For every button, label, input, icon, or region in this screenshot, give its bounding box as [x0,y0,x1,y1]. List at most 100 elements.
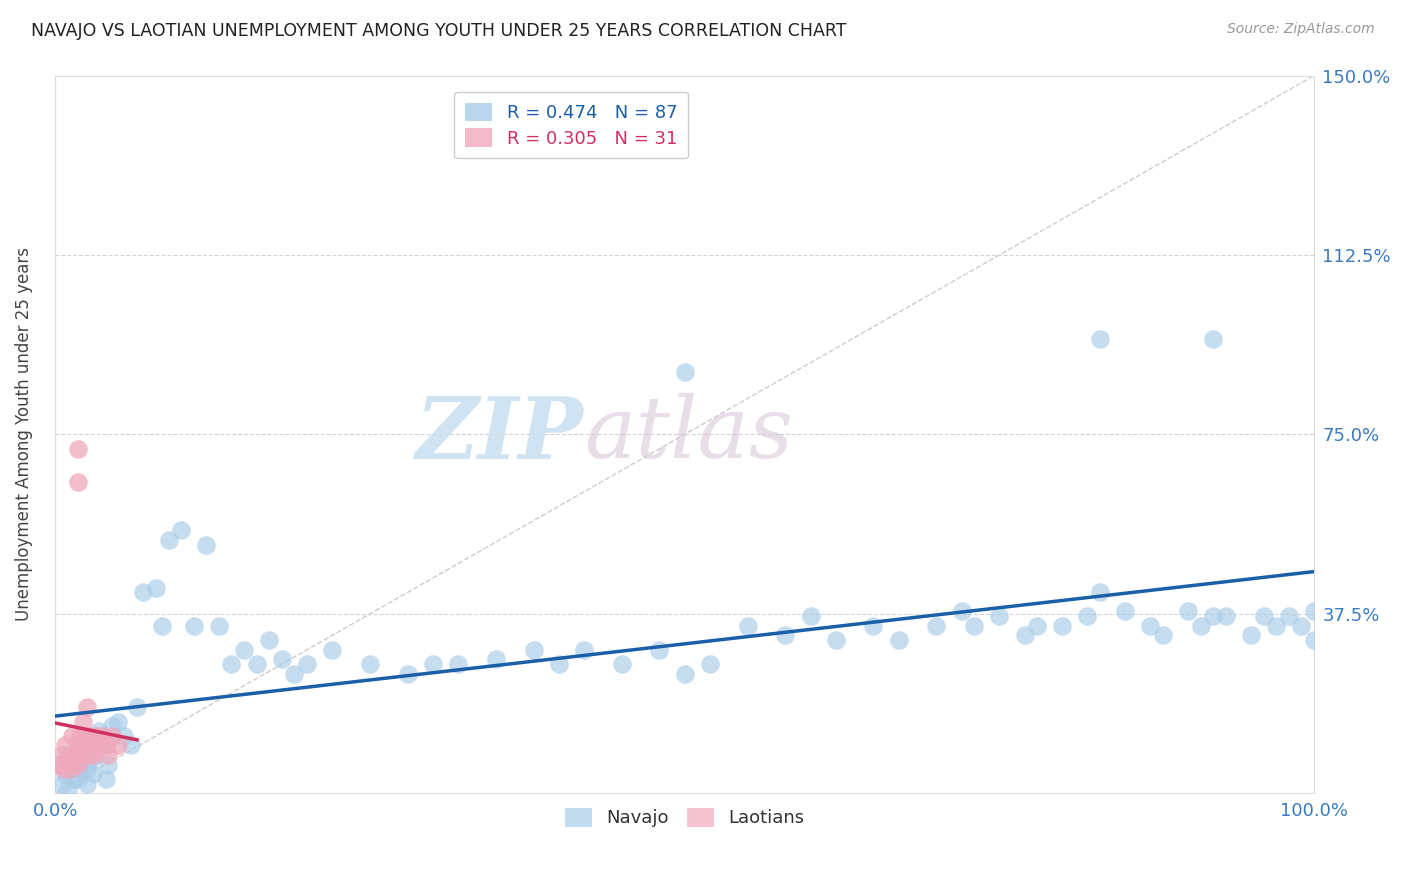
Navajo [51,777,73,791]
Laotians [76,739,98,753]
Navajo [72,739,94,753]
Laotians [63,747,86,762]
Navajo [887,633,910,648]
Text: atlas: atlas [583,393,793,475]
Navajo [648,642,671,657]
Laotians [66,475,89,490]
Navajo [1139,619,1161,633]
Laotians [51,747,73,762]
Navajo [1088,332,1111,346]
Navajo [56,747,79,762]
Navajo [246,657,269,672]
Laotians [84,729,107,743]
Navajo [51,757,73,772]
Navajo [1291,619,1313,633]
Laotians [60,729,83,743]
Navajo [422,657,444,672]
Laotians [69,743,91,757]
Navajo [125,700,148,714]
Text: NAVAJO VS LAOTIAN UNEMPLOYMENT AMONG YOUTH UNDER 25 YEARS CORRELATION CHART: NAVAJO VS LAOTIAN UNEMPLOYMENT AMONG YOU… [31,22,846,40]
Navajo [69,743,91,757]
Laotians [76,700,98,714]
Laotians [69,753,91,767]
Navajo [610,657,633,672]
Laotians [72,747,94,762]
Laotians [107,739,129,753]
Navajo [270,652,292,666]
Navajo [1189,619,1212,633]
Navajo [150,619,173,633]
Laotians [65,757,87,772]
Navajo [396,666,419,681]
Navajo [101,719,124,733]
Navajo [76,777,98,791]
Navajo [53,767,76,781]
Navajo [76,763,98,777]
Navajo [1014,628,1036,642]
Navajo [94,739,117,753]
Navajo [321,642,343,657]
Navajo [66,772,89,786]
Navajo [1278,609,1301,624]
Navajo [1215,609,1237,624]
Navajo [132,585,155,599]
Navajo [59,763,82,777]
Navajo [1076,609,1098,624]
Text: ZIP: ZIP [416,392,583,476]
Navajo [56,781,79,796]
Navajo [208,619,231,633]
Navajo [359,657,381,672]
Navajo [257,633,280,648]
Navajo [145,581,167,595]
Text: Source: ZipAtlas.com: Source: ZipAtlas.com [1227,22,1375,37]
Navajo [69,763,91,777]
Navajo [1202,332,1225,346]
Legend: Navajo, Laotians: Navajo, Laotians [558,801,811,835]
Navajo [950,605,973,619]
Navajo [1303,605,1326,619]
Navajo [233,642,256,657]
Navajo [1114,605,1136,619]
Navajo [737,619,759,633]
Navajo [799,609,821,624]
Navajo [82,729,104,743]
Navajo [295,657,318,672]
Navajo [699,657,721,672]
Navajo [485,652,508,666]
Navajo [63,772,86,786]
Laotians [48,757,70,772]
Navajo [547,657,569,672]
Navajo [157,533,180,547]
Navajo [1265,619,1288,633]
Navajo [673,365,696,379]
Laotians [94,739,117,753]
Navajo [1152,628,1174,642]
Navajo [1026,619,1049,633]
Navajo [170,523,193,537]
Navajo [1202,609,1225,624]
Laotians [79,729,101,743]
Laotians [72,714,94,729]
Laotians [53,739,76,753]
Laotians [90,729,112,743]
Laotians [89,739,111,753]
Navajo [183,619,205,633]
Laotians [82,747,104,762]
Laotians [97,747,120,762]
Laotians [59,763,82,777]
Laotians [66,442,89,456]
Navajo [673,666,696,681]
Laotians [53,763,76,777]
Navajo [82,767,104,781]
Navajo [1253,609,1275,624]
Navajo [195,537,218,551]
Navajo [988,609,1011,624]
Navajo [1052,619,1074,633]
Navajo [925,619,948,633]
Laotians [77,747,100,762]
Navajo [94,772,117,786]
Navajo [963,619,986,633]
Navajo [1177,605,1199,619]
Navajo [120,739,142,753]
Navajo [447,657,470,672]
